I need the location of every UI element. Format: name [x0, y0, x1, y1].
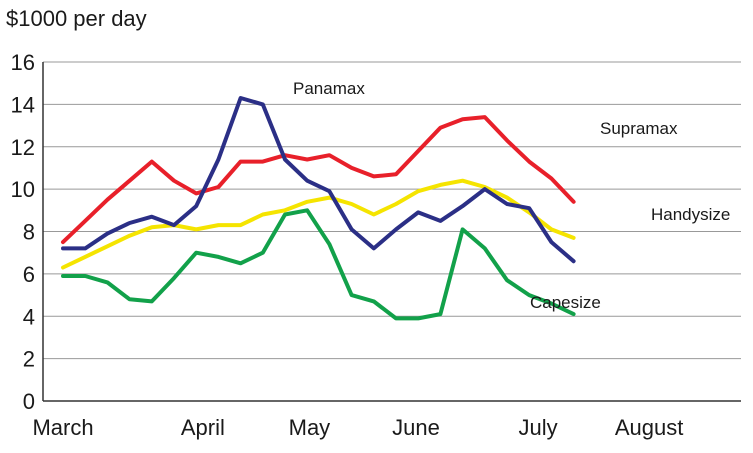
y-tick-label: 8	[23, 220, 35, 245]
x-tick-label: April	[181, 415, 225, 440]
x-tick-label: March	[32, 415, 93, 440]
x-axis-tick-labels: March April May June July August	[32, 415, 683, 440]
y-axis-tick-labels: 0 2 4 6 8 10 12 14 16	[11, 50, 35, 414]
series-line-capesize	[61, 208, 576, 321]
y-tick-label: 10	[11, 177, 35, 202]
series-labels: Supramax Panamax Handysize Capesize	[293, 79, 730, 312]
y-tick-label: 6	[23, 262, 35, 287]
series-label-capesize: Capesize	[530, 293, 601, 312]
series-line-supramax	[61, 115, 576, 245]
y-tick-label: 2	[23, 347, 35, 372]
y-tick-label: 0	[23, 389, 35, 414]
series-lines	[61, 96, 576, 321]
axes	[42, 62, 741, 402]
x-tick-label: May	[289, 415, 331, 440]
x-tick-label: July	[519, 415, 558, 440]
series-line-panamax	[61, 96, 576, 264]
series-label-supramax: Supramax	[600, 119, 678, 138]
x-tick-label: June	[392, 415, 440, 440]
y-axis-unit-label: $1000 per day	[6, 6, 147, 31]
series-label-handysize: Handysize	[651, 205, 730, 224]
series-line-handysize	[61, 178, 576, 270]
y-tick-label: 16	[11, 50, 35, 75]
series-label-panamax: Panamax	[293, 79, 365, 98]
y-tick-label: 12	[11, 135, 35, 160]
y-tick-label: 4	[23, 304, 35, 329]
x-tick-label: August	[615, 415, 684, 440]
y-tick-label: 14	[11, 92, 35, 117]
